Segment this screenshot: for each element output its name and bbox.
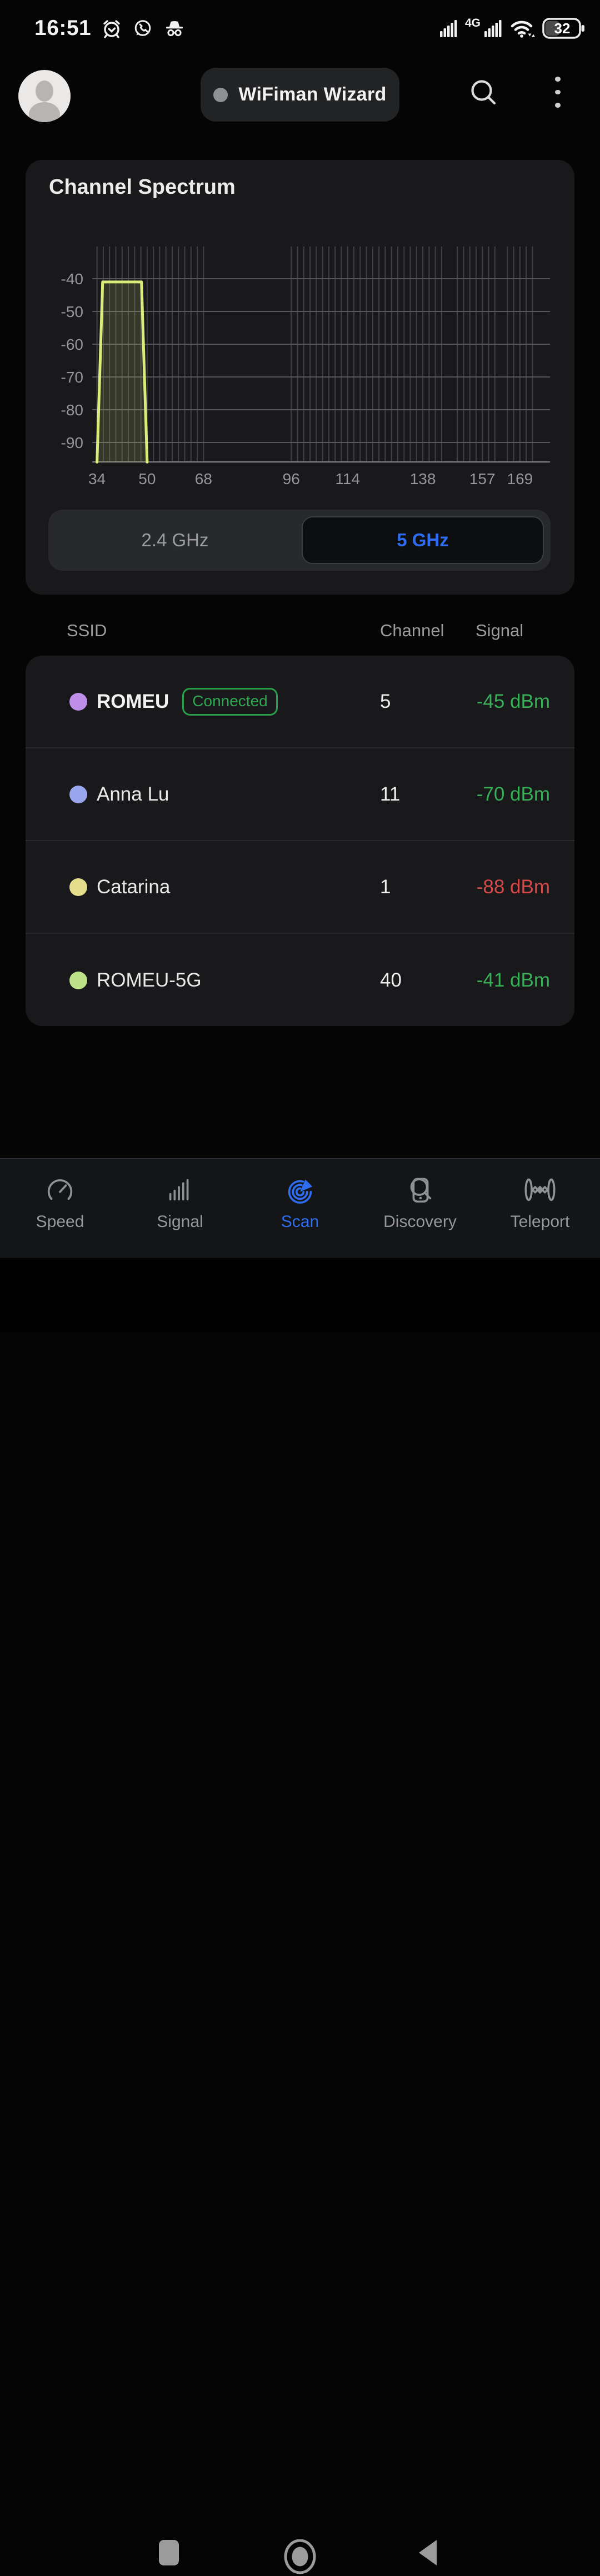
x-axis-tick: 34 xyxy=(88,470,106,487)
signal-value: -70 dBm xyxy=(476,783,550,805)
band-5ghz-button[interactable]: 5 GHz xyxy=(302,516,544,564)
channel-value: 1 xyxy=(380,876,391,898)
scan-icon xyxy=(288,1179,313,1204)
android-nav-bar xyxy=(0,1258,600,2574)
channel-value: 40 xyxy=(380,969,402,991)
y-axis-tick: -40 xyxy=(61,270,83,288)
home-icon[interactable] xyxy=(282,2539,318,2576)
status-bar-left: 16:51 xyxy=(34,16,186,41)
y-axis-tick: -60 xyxy=(61,336,83,353)
x-axis-tick: 96 xyxy=(283,470,300,487)
signal-value: -41 dBm xyxy=(476,969,550,991)
tab-label: Teleport xyxy=(510,1212,570,1231)
alarm-icon xyxy=(103,20,120,38)
channel-value: 11 xyxy=(380,783,401,805)
tab-label: Scan xyxy=(281,1212,319,1231)
discovery-icon xyxy=(410,1178,432,1203)
band-2-4ghz-label: 2.4 GHz xyxy=(141,530,209,550)
back-icon[interactable] xyxy=(418,2539,438,2566)
ssid-color-dot xyxy=(69,971,87,989)
ssid-label: ROMEU-5G xyxy=(97,969,202,991)
search-icon[interactable] xyxy=(468,77,499,108)
column-header-ssid: SSID xyxy=(67,621,107,640)
recents-icon[interactable] xyxy=(158,2539,179,2566)
table-row[interactable]: Catarina 1 -88 dBm xyxy=(26,841,574,934)
cellular-signal-2-icon xyxy=(484,20,502,37)
ssid-color-dot xyxy=(69,878,87,896)
band-2-4ghz-button[interactable]: 2.4 GHz xyxy=(48,510,302,571)
bottom-tab-bar: Speed Signal Scan Discovery Teleport xyxy=(0,1158,600,1258)
tab-label: Discovery xyxy=(383,1212,457,1231)
wifiman-wizard-button[interactable]: WiFiman Wizard xyxy=(201,68,399,122)
tab-signal[interactable]: Signal xyxy=(120,1159,240,1258)
speed-icon xyxy=(47,1179,73,1200)
column-header-channel: Channel xyxy=(380,621,444,640)
tab-label: Signal xyxy=(157,1212,203,1231)
ssid-label: Catarina xyxy=(97,876,171,898)
ssid-label: ROMEU xyxy=(97,690,169,712)
y-axis-tick: -70 xyxy=(61,369,83,386)
app-header: WiFiman Wizard xyxy=(0,66,600,127)
overflow-menu-icon[interactable] xyxy=(547,77,569,108)
x-axis-tick: 169 xyxy=(507,470,533,487)
avatar[interactable] xyxy=(18,70,71,122)
x-axis-tick: 68 xyxy=(195,470,212,487)
y-axis-tick: -80 xyxy=(61,401,83,419)
y-axis-tick: -90 xyxy=(61,434,83,451)
network-table-header: SSID Channel Signal xyxy=(0,617,600,648)
clock: 16:51 xyxy=(34,16,92,40)
ssid-color-dot xyxy=(69,692,87,711)
y-axis-tick: -50 xyxy=(61,303,83,320)
spectrum-outline-ROMEU-5G xyxy=(96,280,149,464)
incognito-icon xyxy=(166,21,183,37)
x-axis-tick: 138 xyxy=(410,470,436,487)
table-row[interactable]: Anna Lu 11 -70 dBm xyxy=(26,748,574,841)
channel-value: 5 xyxy=(380,690,391,712)
tab-label: Speed xyxy=(36,1212,84,1231)
table-row[interactable]: ROMEU-5G 40 -41 dBm xyxy=(26,934,574,1026)
spectrum-area-ROMEU-5G xyxy=(97,281,147,462)
x-axis-tick: 157 xyxy=(469,470,496,487)
signal-value: -88 dBm xyxy=(476,876,550,898)
network-table: ROMEU Connected 5 -45 dBm Anna Lu 11 -70 dBm Ca… xyxy=(26,656,574,1026)
status-bar-right: 4G 32 xyxy=(439,17,586,39)
x-axis-tick: 50 xyxy=(138,470,156,487)
cellular-signal-icon xyxy=(439,20,457,37)
signal-icon xyxy=(169,1179,189,1201)
tab-discovery[interactable]: Discovery xyxy=(360,1159,480,1258)
column-header-signal: Signal xyxy=(476,621,524,640)
wizard-label: WiFiman Wizard xyxy=(238,84,387,105)
whatsapp-icon xyxy=(134,20,151,36)
tab-speed[interactable]: Speed xyxy=(0,1159,120,1258)
wizard-status-dot xyxy=(213,87,228,102)
spectrum-chart: -40 -50 -60 -70 -80 -90 34 50 68 96 114 138 157 169 xyxy=(61,246,550,487)
tab-teleport[interactable]: Teleport xyxy=(480,1159,600,1258)
table-row[interactable]: ROMEU Connected 5 -45 dBm xyxy=(26,656,574,748)
battery-icon: 32 xyxy=(542,18,584,39)
channel-spectrum-card: Channel Spectrum -40 -50 -60 -70 -80 -90 34 50 6… xyxy=(26,160,574,595)
connected-badge: Connected xyxy=(182,687,278,716)
card-title: Channel Spectrum xyxy=(49,175,236,199)
battery-percent: 32 xyxy=(554,20,571,37)
ssid-color-dot xyxy=(69,785,87,803)
x-axis-tick: 114 xyxy=(335,470,360,487)
ssid-label: Anna Lu xyxy=(97,783,169,805)
teleport-icon xyxy=(524,1178,556,1201)
status-bar: 16:51 xyxy=(0,0,600,53)
network-type-label: 4G xyxy=(464,17,481,29)
band-5ghz-label: 5 GHz xyxy=(397,530,449,550)
wifi-icon xyxy=(511,21,535,38)
signal-value: -45 dBm xyxy=(476,690,550,712)
tab-scan[interactable]: Scan xyxy=(240,1159,360,1258)
band-segmented-control: 2.4 GHz 5 GHz xyxy=(48,510,551,571)
